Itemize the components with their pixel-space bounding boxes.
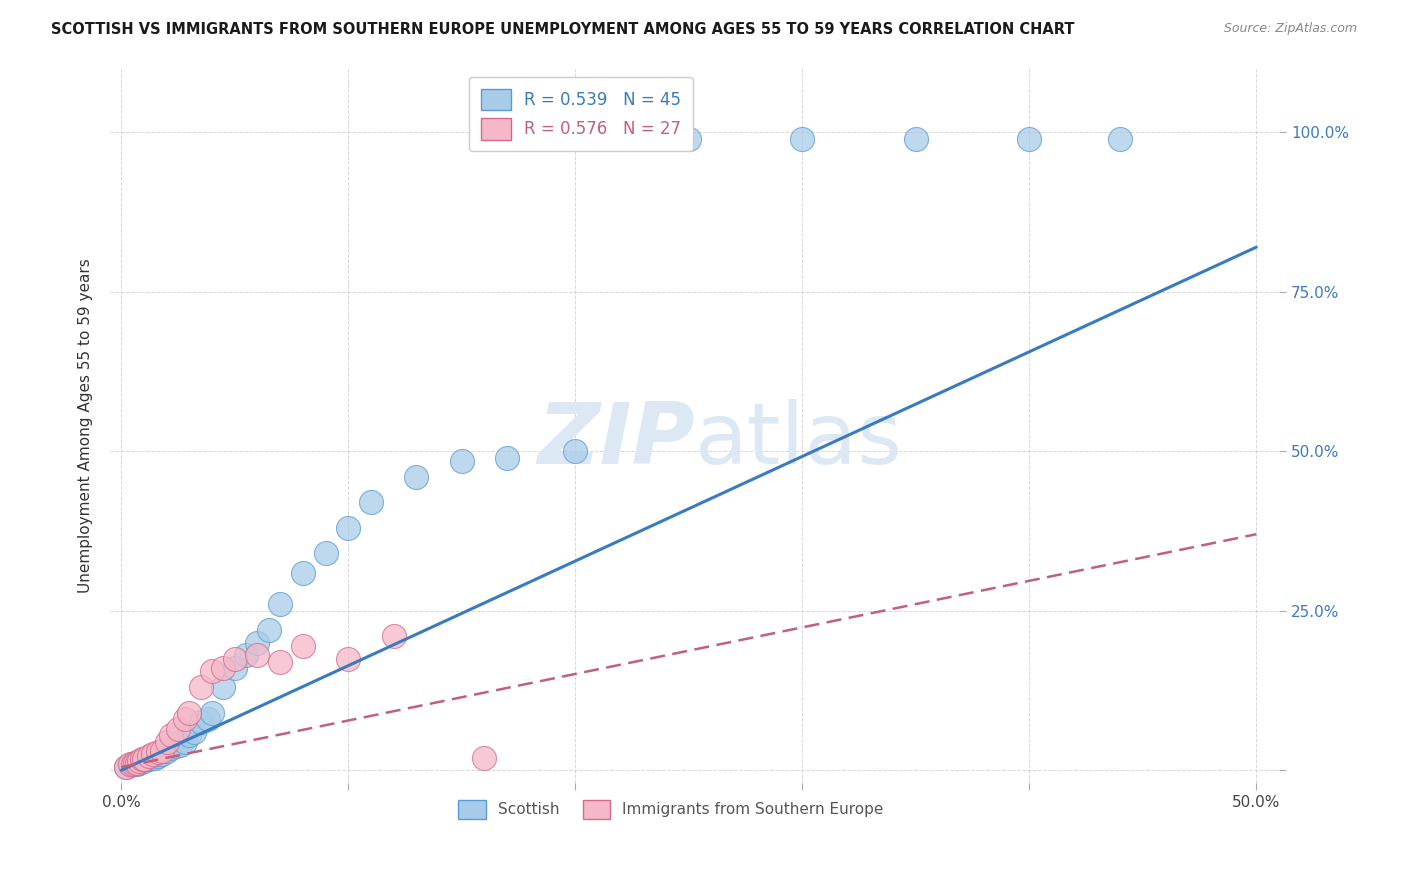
- Point: [224, 651, 246, 665]
- Point: [190, 681, 212, 695]
- Point: [269, 598, 291, 612]
- Point: [173, 734, 195, 748]
- Point: [173, 712, 195, 726]
- Point: [224, 661, 246, 675]
- Point: [1109, 131, 1132, 145]
- Point: [179, 706, 201, 720]
- Point: [496, 450, 519, 465]
- Point: [246, 636, 269, 650]
- Point: [131, 754, 153, 768]
- Point: [315, 546, 337, 560]
- Point: [131, 752, 153, 766]
- Point: [160, 728, 183, 742]
- Point: [127, 756, 149, 770]
- Point: [197, 712, 219, 726]
- Point: [132, 752, 155, 766]
- Point: [156, 744, 179, 758]
- Point: [139, 750, 162, 764]
- Point: [269, 655, 291, 669]
- Point: [792, 131, 814, 145]
- Point: [201, 706, 224, 720]
- Point: [212, 661, 235, 675]
- Point: [146, 749, 169, 764]
- Point: [190, 715, 212, 730]
- Y-axis label: Unemployment Among Ages 55 to 59 years: Unemployment Among Ages 55 to 59 years: [79, 259, 93, 593]
- Point: [246, 648, 269, 663]
- Legend: Scottish, Immigrants from Southern Europe: Scottish, Immigrants from Southern Europ…: [453, 794, 890, 825]
- Point: [169, 738, 191, 752]
- Point: [128, 754, 150, 768]
- Point: [150, 747, 173, 762]
- Text: ZIP: ZIP: [537, 399, 695, 482]
- Point: [167, 722, 190, 736]
- Point: [257, 623, 280, 637]
- Point: [160, 741, 183, 756]
- Point: [1018, 131, 1040, 145]
- Point: [165, 739, 187, 753]
- Point: [114, 760, 136, 774]
- Point: [138, 752, 160, 766]
- Point: [201, 665, 224, 679]
- Text: atlas: atlas: [695, 399, 903, 482]
- Point: [360, 495, 382, 509]
- Point: [291, 566, 314, 580]
- Point: [121, 756, 143, 771]
- Point: [156, 734, 179, 748]
- Point: [121, 756, 143, 771]
- Point: [124, 756, 146, 770]
- Point: [142, 749, 165, 764]
- Text: Source: ZipAtlas.com: Source: ZipAtlas.com: [1223, 22, 1357, 36]
- Point: [450, 454, 472, 468]
- Point: [291, 639, 314, 653]
- Point: [183, 725, 205, 739]
- Point: [149, 747, 172, 762]
- Point: [132, 754, 155, 768]
- Point: [127, 756, 149, 771]
- Point: [143, 750, 166, 764]
- Point: [138, 749, 160, 764]
- Point: [212, 681, 235, 695]
- Point: [150, 744, 173, 758]
- Point: [337, 521, 360, 535]
- Point: [142, 747, 165, 762]
- Point: [405, 470, 427, 484]
- Point: [146, 746, 169, 760]
- Point: [474, 750, 496, 764]
- Point: [678, 131, 700, 145]
- Point: [382, 629, 405, 643]
- Point: [235, 648, 257, 663]
- Point: [904, 131, 927, 145]
- Point: [179, 728, 201, 742]
- Text: SCOTTISH VS IMMIGRANTS FROM SOUTHERN EUROPE UNEMPLOYMENT AMONG AGES 55 TO 59 YEA: SCOTTISH VS IMMIGRANTS FROM SOUTHERN EUR…: [51, 22, 1074, 37]
- Point: [564, 444, 586, 458]
- Point: [120, 758, 142, 772]
- Point: [128, 756, 150, 770]
- Point: [337, 651, 360, 665]
- Point: [114, 760, 136, 774]
- Point: [124, 756, 146, 770]
- Point: [120, 756, 142, 771]
- Point: [135, 752, 157, 766]
